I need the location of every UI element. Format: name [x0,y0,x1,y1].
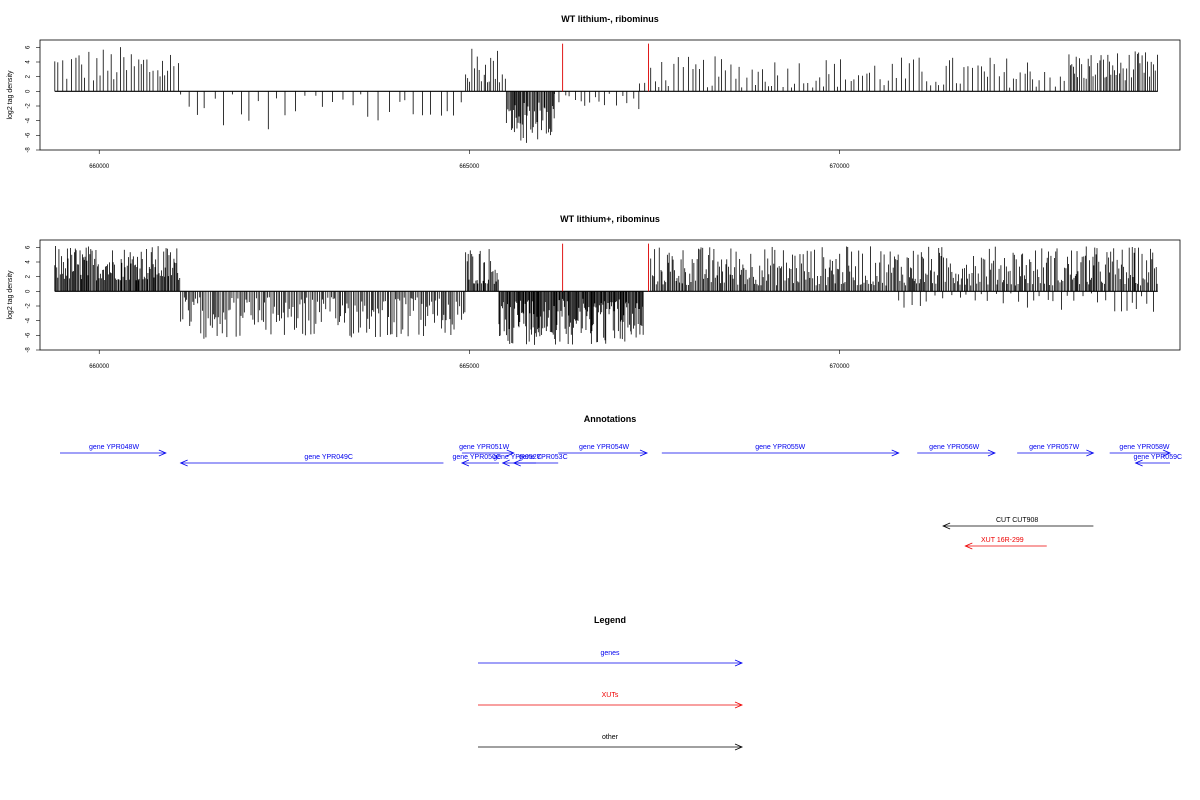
annotation-arrow [942,522,1094,530]
y-tick-label: 4 [26,60,32,64]
arrow-head [964,542,973,550]
chart-title: WT lithium-, ribominus [561,14,659,24]
y-tick-label: -8 [26,347,32,353]
arrow-head [512,459,521,467]
x-tick-label: 670000 [829,364,850,370]
arrow-head [1134,459,1143,467]
chart-title: WT lithium+, ribominus [560,214,660,224]
annotation-arrow [179,459,444,467]
legend-arrow [478,659,744,667]
arrow-head [179,459,188,467]
x-tick-label: 665000 [459,164,480,170]
x-tick-label: 670000 [829,164,850,170]
annotation-label: gene YPR055W [755,444,805,451]
annotation-arrow [1109,449,1172,457]
y-tick-label: 2 [26,74,32,78]
y-axis-label: log2 tag density [7,270,14,320]
y-tick-label: -6 [26,332,32,338]
arrow-head [734,659,744,667]
annotation-label: XUT 16R-299 [981,537,1024,544]
panel-wt-lithium-plus: WT lithium+, ribominus -8 -6 -4 -2 0 2 4 6 log2 t… [7,214,1181,370]
annotation-arrow [460,459,499,467]
arrow-head [734,743,744,751]
annotation-label: gene YPR059C [1134,454,1183,461]
legend-arrow [478,701,744,709]
y-tick-label: -2 [26,103,32,109]
plot-frame [39,39,1181,151]
arrow-head [460,459,470,467]
legend-label: other [602,734,619,741]
annotation-label: gene YPR049C [304,454,353,461]
x-tick-label: 660000 [89,164,110,170]
y-tick-label: 6 [26,45,32,49]
annotation-label: CUT CUT908 [996,517,1038,524]
arrow-head [987,449,996,457]
legend-title: Legend [594,615,626,625]
annotation-label: gene YPR057W [1029,444,1079,451]
y-axis-label: log2 tag density [7,70,14,120]
y-tick-label: 0 [26,289,32,293]
arrow-head [1162,449,1172,457]
annotations-panel: Annotations gene YPR048W gene YPR049C gene … [60,414,1183,550]
legend-arrow [478,743,744,751]
arrow-head [158,449,167,457]
density-bars [54,47,1158,143]
annotation-label: gene YPR053C [519,454,568,461]
annotation-arrow [964,542,1047,550]
annotation-label: gene YPR050C [452,454,501,461]
annotation-label: gene YPR056W [929,444,979,451]
y-tick-label: 4 [26,260,32,264]
annotation-label: gene YPR054W [579,444,629,451]
plot-frame [39,239,1181,351]
annotation-label: gene YPR058W [1119,444,1169,451]
arrow-head [891,449,900,457]
y-tick-label: 6 [26,245,32,249]
y-tick-label: 0 [26,89,32,93]
arrow-head [506,449,515,457]
annotation-arrow [558,449,649,457]
annotation-label: gene YPR051W [459,444,509,451]
x-tick-label: 665000 [459,364,480,370]
annotation-arrow [661,449,900,457]
y-tick-label: 2 [26,274,32,278]
annotation-arrow [461,449,515,457]
legend-label: XUTs [602,692,619,699]
legend-label: genes [600,650,620,657]
y-tick-label: -4 [26,117,32,123]
annotation-label: gene YPR048W [89,444,139,451]
arrow-head [942,522,951,530]
y-tick-label: -8 [26,147,32,153]
annotation-arrow [917,449,996,457]
annotation-arrow [60,449,167,457]
arrow-head [639,449,649,457]
annotation-arrow [512,459,559,467]
arrow-head [734,701,744,709]
legend-panel: Legend genes XUTs other [478,615,744,751]
annotation-label: gene YPR052C [493,454,542,461]
annotation-arrow [1017,449,1095,457]
annotation-arrow [1134,459,1170,467]
arrow-head [501,459,510,467]
y-tick-label: -2 [26,303,32,309]
arrow-head [1086,449,1095,457]
x-tick-label: 660000 [89,364,110,370]
y-tick-label: -4 [26,317,32,323]
density-bars [54,245,1158,345]
annotations-title: Annotations [584,414,637,424]
panel-wt-lithium-minus: WT lithium-, ribominus -8 -6 -4 -2 0 2 4 6 log2 t… [7,14,1181,170]
y-tick-label: -6 [26,132,32,138]
